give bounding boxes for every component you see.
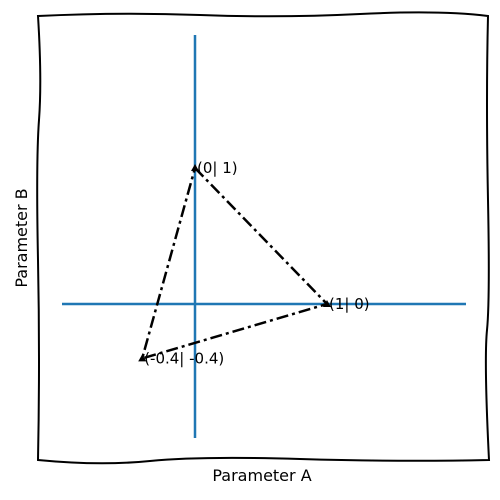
plot-frame (36, 11, 491, 465)
series-line-0 (140, 166, 329, 360)
data-point-2 (138, 354, 147, 362)
data-point-label-0: (0| 1) (197, 159, 238, 177)
y-axis-title: Parameter B (12, 188, 31, 287)
data-point-0 (191, 164, 199, 171)
data-point-label-1: (1| 0) (329, 295, 370, 313)
data-point-1 (323, 300, 331, 307)
series-layer: (0| 1) (1| 0) (-0.4| -0.4) (138, 159, 370, 367)
x-axis-title: Parameter A (212, 466, 311, 485)
data-point-label-2: (-0.4| -0.4) (144, 349, 224, 367)
